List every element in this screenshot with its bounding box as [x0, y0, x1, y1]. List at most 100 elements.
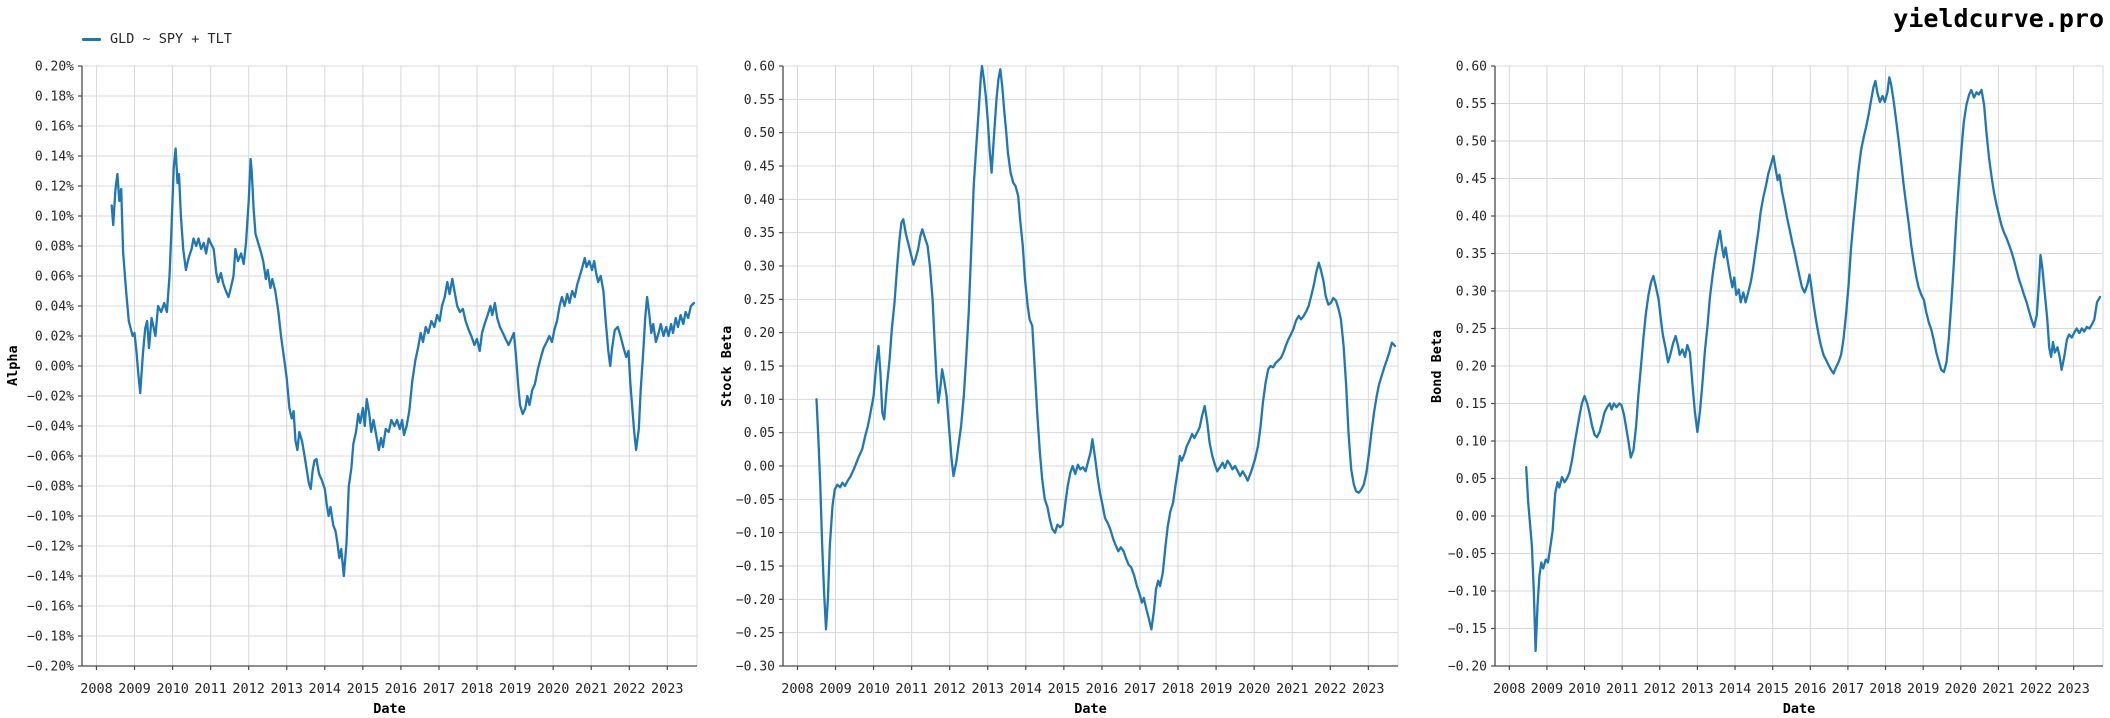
- x-tick-label: 2014: [1010, 681, 1043, 697]
- y-tick-label: 0.50: [1456, 135, 1487, 150]
- x-tick-label: 2012: [1644, 681, 1677, 697]
- y-tick-label: −0.25: [736, 626, 775, 641]
- x-tick-label: 2008: [80, 681, 113, 697]
- y-tick-label: 0.60: [1456, 60, 1487, 75]
- y-tick-label: 0.40: [1456, 210, 1487, 225]
- x-tick-label: 2009: [1531, 681, 1564, 697]
- y-tick-label: −0.20: [1448, 660, 1487, 675]
- y-tick-label: 0.16%: [35, 120, 74, 135]
- x-tick-label: 2017: [1124, 681, 1157, 697]
- x-tick-label: 2010: [857, 681, 890, 697]
- x-tick-label: 2019: [1907, 681, 1940, 697]
- x-tick-label: 2015: [347, 681, 380, 697]
- x-tick-label: 2011: [194, 681, 227, 697]
- y-tick-label: 0.35: [1456, 247, 1487, 262]
- y-tick-label: 0.45: [744, 160, 775, 175]
- x-tick-label: 2019: [499, 681, 532, 697]
- y-tick-label: −0.20: [736, 593, 775, 608]
- x-tick-label: 2016: [1086, 681, 1119, 697]
- y-tick-label: 0.00: [744, 460, 775, 475]
- y-tick-label: −0.16%: [27, 600, 74, 615]
- x-tick-label: 2011: [895, 681, 928, 697]
- y-tick-label: 0.45: [1456, 172, 1487, 187]
- bond-beta-x-axis-label: Date: [1782, 701, 1816, 717]
- x-tick-label: 2018: [1869, 681, 1902, 697]
- x-tick-label: 2017: [1832, 681, 1865, 697]
- x-tick-label: 2022: [1314, 681, 1347, 697]
- x-tick-label: 2008: [781, 681, 814, 697]
- y-tick-label: −0.05: [1448, 547, 1487, 562]
- stock-beta-x-axis-label: Date: [1074, 701, 1107, 717]
- legend-line-icon: [82, 37, 101, 41]
- y-tick-label: −0.06%: [27, 450, 74, 465]
- legend: GLD ~ SPY + TLT: [82, 31, 232, 47]
- y-tick-label: 0.14%: [35, 150, 74, 165]
- x-tick-label: 2015: [1048, 681, 1081, 697]
- x-tick-label: 2009: [819, 681, 852, 697]
- x-tick-label: 2011: [1606, 681, 1639, 697]
- legend-label: GLD ~ SPY + TLT: [110, 31, 232, 47]
- x-tick-label: 2012: [933, 681, 966, 697]
- y-tick-label: 0.10: [1456, 435, 1487, 450]
- y-tick-label: 0.55: [1456, 97, 1487, 112]
- bond-beta-chart: 0.60 0.55 0.50 0.45 0.40 0.35 0.30 0.25 0.20 0.15…: [1448, 60, 2104, 697]
- x-tick-label: 2016: [385, 681, 418, 697]
- x-tick-label: 2015: [1756, 681, 1789, 697]
- x-tick-label: 2013: [1681, 681, 1714, 697]
- y-tick-label: 0.08%: [35, 240, 74, 255]
- y-tick-label: 0.40: [744, 193, 775, 208]
- stock-beta-y-axis-label: Stock Beta: [719, 325, 735, 407]
- x-tick-label: 2010: [1568, 681, 1601, 697]
- y-tick-label: 0.20%: [35, 60, 74, 75]
- y-tick-label: −0.12%: [27, 540, 74, 555]
- x-tick-label: 2023: [1352, 681, 1385, 697]
- y-tick-label: 0.05: [744, 426, 775, 441]
- y-tick-label: 0.30: [1456, 285, 1487, 300]
- y-tick-label: 0.02%: [35, 330, 74, 345]
- y-tick-label: −0.10: [736, 526, 775, 541]
- y-tick-label: −0.18%: [27, 630, 74, 645]
- x-tick-label: 2014: [309, 681, 342, 697]
- alpha-chart: 0.20% 0.18% 0.16% 0.14% 0.12% 0.10% 0.08% 0.06%…: [27, 60, 698, 697]
- x-tick-label: 2017: [423, 681, 456, 697]
- x-tick-label: 2013: [971, 681, 1004, 697]
- x-tick-label: 2013: [270, 681, 303, 697]
- y-tick-label: −0.04%: [27, 420, 74, 435]
- x-tick-label: 2018: [461, 681, 494, 697]
- x-tick-label: 2020: [537, 681, 570, 697]
- y-tick-label: −0.02%: [27, 390, 74, 405]
- x-tick-label: 2016: [1794, 681, 1827, 697]
- y-tick-label: 0.18%: [35, 90, 74, 105]
- series-line: [815, 64, 1397, 631]
- y-tick-label: 0.25: [1456, 322, 1487, 337]
- alpha-x-axis-label: Date: [373, 701, 406, 717]
- x-tick-label: 2010: [156, 681, 189, 697]
- y-tick-label: 0.30: [744, 260, 775, 275]
- y-tick-label: −0.10: [1448, 585, 1487, 600]
- y-tick-label: 0.55: [744, 93, 775, 108]
- bond-beta-y-axis-label: Bond Beta: [1429, 329, 1445, 403]
- y-tick-label: 0.06%: [35, 270, 74, 285]
- x-tick-label: 2018: [1162, 681, 1195, 697]
- y-tick-label: −0.08%: [27, 480, 74, 495]
- stock-beta-chart: 0.60 0.55 0.50 0.45 0.40 0.35 0.30 0.25 0.20 0.15…: [736, 60, 1399, 697]
- y-tick-label: 0.12%: [35, 180, 74, 195]
- y-tick-label: 0.35: [744, 226, 775, 241]
- y-tick-label: −0.20%: [27, 660, 74, 675]
- x-tick-label: 2020: [1238, 681, 1271, 697]
- y-tick-label: −0.14%: [27, 570, 74, 585]
- y-tick-label: 0.00%: [35, 360, 74, 375]
- alpha-y-axis-label: Alpha: [5, 345, 21, 387]
- x-tick-label: 2008: [1493, 681, 1526, 697]
- y-tick-label: −0.15: [736, 560, 775, 575]
- y-tick-label: 0.50: [744, 126, 775, 141]
- x-tick-label: 2009: [118, 681, 151, 697]
- y-tick-label: 0.15: [1456, 397, 1487, 412]
- y-tick-label: −0.05: [736, 493, 775, 508]
- x-tick-label: 2019: [1200, 681, 1233, 697]
- x-tick-label: 2012: [232, 681, 265, 697]
- y-tick-label: −0.15: [1448, 622, 1487, 637]
- y-tick-label: 0.60: [744, 60, 775, 75]
- x-tick-label: 2021: [575, 681, 608, 697]
